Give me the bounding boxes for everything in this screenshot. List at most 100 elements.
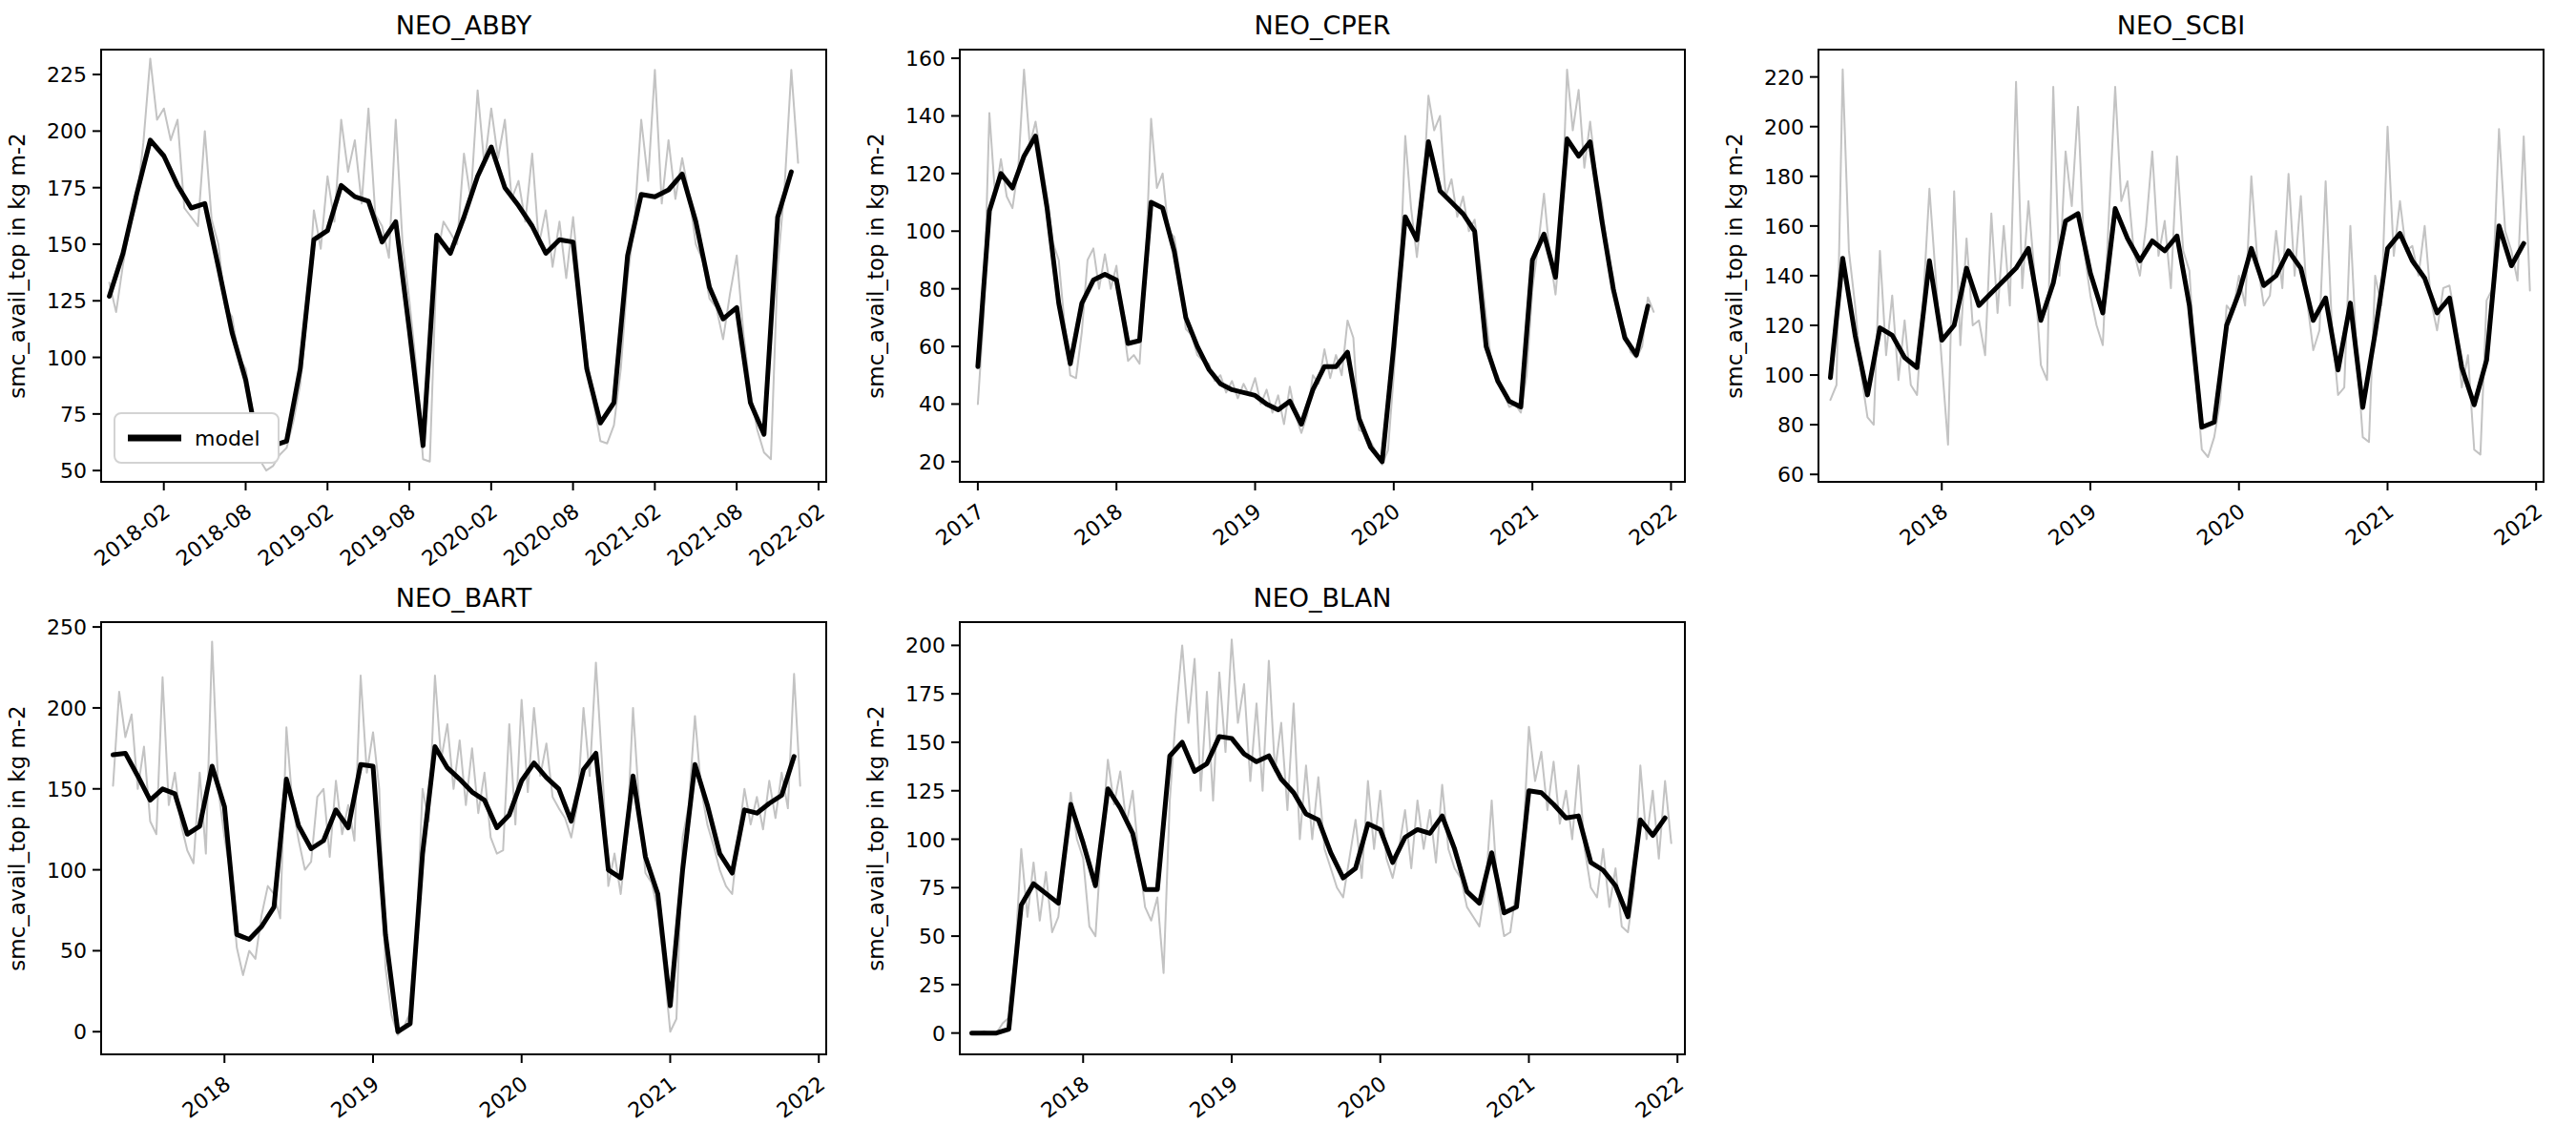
x-tick-label: 2020 <box>1347 499 1404 551</box>
y-tick-label: 50 <box>60 939 87 963</box>
x-tick-label: 2020 <box>475 1072 532 1123</box>
y-tick-label: 50 <box>919 925 945 948</box>
legend: model <box>114 413 279 463</box>
subplot-title: NEO_CPER <box>1255 10 1391 40</box>
observations-line <box>110 59 799 471</box>
model-line <box>978 136 1648 462</box>
x-tick-label: 2022-02 <box>744 499 828 571</box>
x-tick-label: 2019 <box>326 1072 384 1123</box>
y-tick-label: 100 <box>905 828 945 852</box>
x-tick-label: 2019 <box>1209 499 1266 551</box>
x-tick-label: 2018-02 <box>90 499 174 571</box>
x-tick-label: 2020 <box>1334 1072 1391 1123</box>
subplot-NEO_BLAN: 0 25 50 75 100 125 150 175 200 2018 2019 2020 2021 20… <box>859 572 1717 1145</box>
model-line <box>110 140 792 452</box>
observations-line <box>114 641 800 1034</box>
subplot-NEO_SCBI: 60 80 100 120 140 160 180 200 220 2018 2019 2020 202… <box>1717 0 2576 572</box>
y-tick-label: 200 <box>1764 115 1804 139</box>
x-tick-label: 2022 <box>2489 499 2546 551</box>
y-tick-label: 100 <box>1764 364 1804 387</box>
x-tick-label: 2022 <box>772 1072 829 1123</box>
y-tick-label: 150 <box>47 778 87 802</box>
empty-slot <box>1717 572 2576 1145</box>
y-tick-label: 60 <box>1777 463 1804 487</box>
y-tick-label: 125 <box>47 289 87 313</box>
y-tick-label: 150 <box>905 731 945 755</box>
x-tick-label: 2019 <box>2044 499 2101 551</box>
y-tick-label: 80 <box>1777 413 1804 437</box>
y-tick-label: 160 <box>1764 215 1804 239</box>
subplot-NEO_BART: 0 50 100 150 200 250 2018 2019 2020 2021 2022 NEO_B… <box>0 572 859 1145</box>
y-tick-label: 160 <box>905 47 945 71</box>
x-tick-label: 2017 <box>931 499 988 551</box>
y-axis-label: smc_avail_top in kg m-2 <box>863 705 888 970</box>
y-tick-label: 140 <box>905 104 945 128</box>
y-axis-label: smc_avail_top in kg m-2 <box>5 133 30 398</box>
y-tick-label: 75 <box>60 403 87 427</box>
subplot-canvas-NEO_BLAN: 0 25 50 75 100 125 150 175 200 2018 2019 2020 2021 20… <box>859 572 1717 1145</box>
matplotlib-figure: 50751001251501752002252018-022018-082019… <box>0 0 2576 1145</box>
y-tick-label: 180 <box>1764 165 1804 189</box>
x-tick-label: 2021 <box>2341 499 2399 551</box>
y-tick-label: 50 <box>60 459 87 483</box>
observations-line <box>972 639 1672 1032</box>
y-tick-label: 0 <box>73 1020 87 1044</box>
x-tick-label: 2021-08 <box>663 499 747 571</box>
x-tick-label: 2020-08 <box>499 499 583 571</box>
subplot-NEO_CPER: 20 40 60 80 100 120 140 160 2017 2018 2019 2020 2021… <box>859 0 1717 572</box>
x-tick-label: 2020 <box>2192 499 2250 551</box>
y-tick-label: 200 <box>47 697 87 720</box>
x-tick-label: 2021 <box>1485 499 1543 551</box>
subplot-canvas-NEO_ABBY: 50751001251501752002252018-022018-082019… <box>0 0 859 572</box>
y-tick-label: 20 <box>919 450 945 474</box>
y-tick-label: 100 <box>47 859 87 883</box>
x-tick-label: 2021 <box>624 1072 681 1123</box>
y-tick-label: 150 <box>47 233 87 257</box>
subplot-canvas-NEO_SCBI: 60 80 100 120 140 160 180 200 220 2018 2019 2020 202… <box>1717 0 2576 572</box>
y-tick-label: 125 <box>905 780 945 803</box>
x-tick-label: 2018 <box>1037 1072 1094 1123</box>
plot-area-border <box>960 50 1685 482</box>
x-tick-label: 2019 <box>1185 1072 1242 1123</box>
y-tick-label: 200 <box>47 119 87 143</box>
y-tick-label: 175 <box>905 682 945 706</box>
subplot-title: NEO_ABBY <box>396 10 532 40</box>
x-tick-label: 2021 <box>1483 1072 1540 1123</box>
y-tick-label: 225 <box>47 63 87 87</box>
x-tick-label: 2018 <box>1070 499 1127 551</box>
y-tick-label: 60 <box>919 335 945 359</box>
x-tick-label: 2019-08 <box>336 499 420 571</box>
y-tick-label: 120 <box>905 162 945 186</box>
y-tick-label: 140 <box>1764 264 1804 288</box>
subplot-canvas-NEO_CPER: 20 40 60 80 100 120 140 160 2017 2018 2019 2020 2021… <box>859 0 1717 572</box>
model-line <box>1831 209 2524 427</box>
x-tick-label: 2018 <box>1896 499 1953 551</box>
x-tick-label: 2022 <box>1625 499 1682 551</box>
x-tick-label: 2022 <box>1631 1072 1688 1123</box>
y-tick-label: 40 <box>919 392 945 416</box>
y-tick-label: 100 <box>905 219 945 243</box>
y-tick-label: 100 <box>47 346 87 370</box>
subplot-title: NEO_BLAN <box>1254 583 1392 613</box>
y-tick-label: 80 <box>919 278 945 302</box>
y-tick-label: 75 <box>919 876 945 900</box>
y-tick-label: 25 <box>919 973 945 997</box>
x-tick-label: 2018-08 <box>172 499 256 571</box>
legend-label: model <box>195 427 260 450</box>
x-tick-label: 2019-02 <box>254 499 338 571</box>
y-axis-label: smc_avail_top in kg m-2 <box>1722 133 1747 398</box>
subplot-title: NEO_SCBI <box>2117 10 2246 40</box>
y-tick-label: 250 <box>47 615 87 639</box>
y-tick-label: 200 <box>905 634 945 657</box>
x-tick-label: 2018 <box>178 1072 236 1123</box>
y-axis-label: smc_avail_top in kg m-2 <box>5 705 30 970</box>
x-tick-label: 2020-02 <box>417 499 501 571</box>
subplot-title: NEO_BART <box>396 583 532 613</box>
y-tick-label: 220 <box>1764 66 1804 90</box>
y-tick-label: 120 <box>1764 314 1804 338</box>
x-tick-label: 2021-02 <box>581 499 665 571</box>
y-tick-label: 175 <box>47 177 87 200</box>
subplot-canvas-NEO_BART: 0 50 100 150 200 250 2018 2019 2020 2021 2022 NEO_B… <box>0 572 859 1145</box>
y-tick-label: 0 <box>932 1022 945 1046</box>
y-axis-label: smc_avail_top in kg m-2 <box>863 133 888 398</box>
